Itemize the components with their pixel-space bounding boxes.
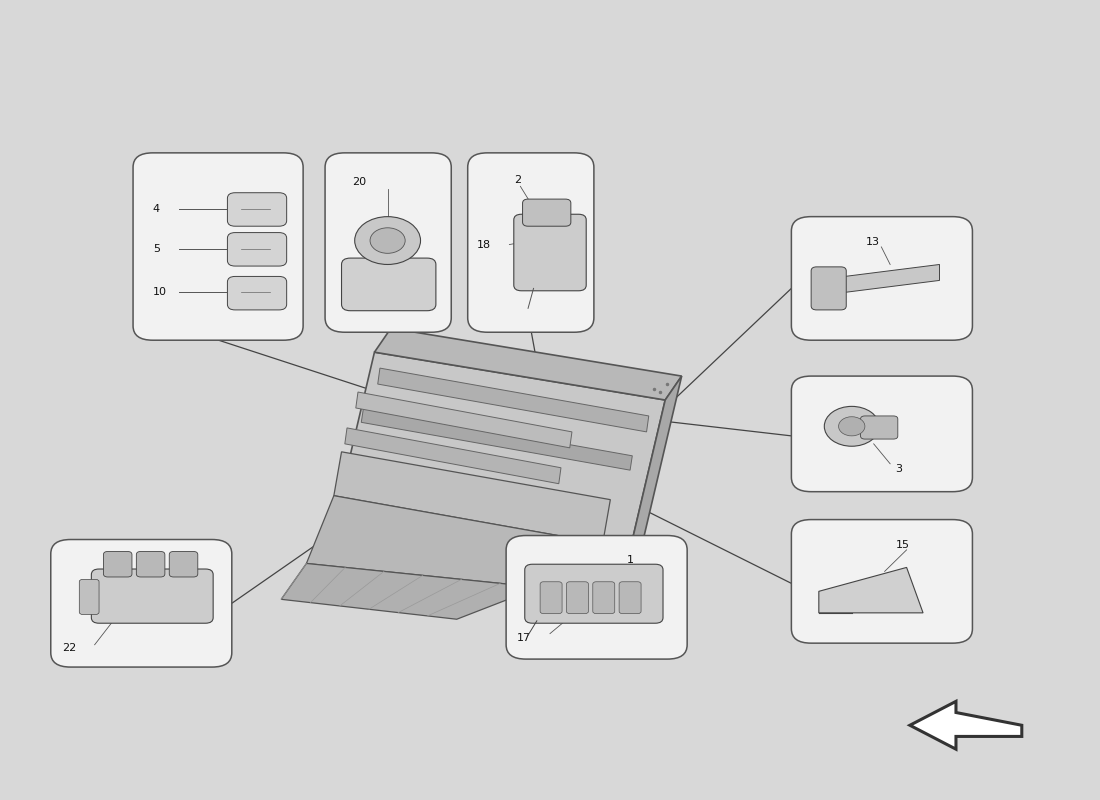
FancyBboxPatch shape	[326, 153, 451, 332]
Polygon shape	[336, 352, 666, 563]
FancyBboxPatch shape	[791, 519, 972, 643]
Text: 10: 10	[153, 287, 167, 298]
Text: 15: 15	[895, 539, 910, 550]
FancyBboxPatch shape	[228, 193, 287, 226]
FancyBboxPatch shape	[619, 582, 641, 614]
Text: 18: 18	[476, 239, 491, 250]
FancyBboxPatch shape	[811, 267, 846, 310]
FancyBboxPatch shape	[791, 217, 972, 340]
Text: 1: 1	[627, 555, 634, 566]
Circle shape	[354, 217, 420, 265]
Polygon shape	[333, 452, 610, 543]
Polygon shape	[307, 496, 603, 587]
Polygon shape	[910, 702, 1022, 749]
FancyBboxPatch shape	[136, 551, 165, 577]
Polygon shape	[377, 368, 649, 432]
Text: 22: 22	[62, 642, 76, 653]
Polygon shape	[813, 265, 939, 296]
Polygon shape	[282, 563, 539, 619]
FancyBboxPatch shape	[860, 416, 898, 439]
FancyBboxPatch shape	[91, 569, 213, 623]
Polygon shape	[374, 328, 682, 400]
FancyBboxPatch shape	[525, 564, 663, 623]
Polygon shape	[818, 567, 923, 613]
FancyBboxPatch shape	[341, 258, 436, 310]
FancyBboxPatch shape	[522, 199, 571, 226]
Text: 13: 13	[866, 237, 880, 246]
Text: 4: 4	[153, 204, 159, 214]
Polygon shape	[361, 408, 632, 470]
FancyBboxPatch shape	[514, 214, 586, 290]
FancyBboxPatch shape	[169, 551, 198, 577]
FancyBboxPatch shape	[468, 153, 594, 332]
FancyBboxPatch shape	[103, 551, 132, 577]
FancyBboxPatch shape	[593, 582, 615, 614]
Text: 17: 17	[517, 633, 531, 643]
Circle shape	[370, 228, 405, 254]
Text: 2: 2	[514, 175, 521, 185]
FancyBboxPatch shape	[791, 376, 972, 492]
FancyBboxPatch shape	[133, 153, 304, 340]
FancyBboxPatch shape	[51, 539, 232, 667]
Polygon shape	[355, 392, 572, 448]
FancyBboxPatch shape	[228, 277, 287, 310]
Text: 20: 20	[352, 177, 366, 186]
Text: 3: 3	[895, 464, 903, 474]
Text: 5: 5	[153, 243, 159, 254]
FancyBboxPatch shape	[540, 582, 562, 614]
Circle shape	[824, 406, 879, 446]
Polygon shape	[627, 376, 682, 563]
FancyBboxPatch shape	[228, 233, 287, 266]
Circle shape	[838, 417, 865, 436]
Polygon shape	[344, 428, 561, 484]
FancyBboxPatch shape	[79, 579, 99, 614]
FancyBboxPatch shape	[506, 535, 688, 659]
FancyBboxPatch shape	[566, 582, 588, 614]
